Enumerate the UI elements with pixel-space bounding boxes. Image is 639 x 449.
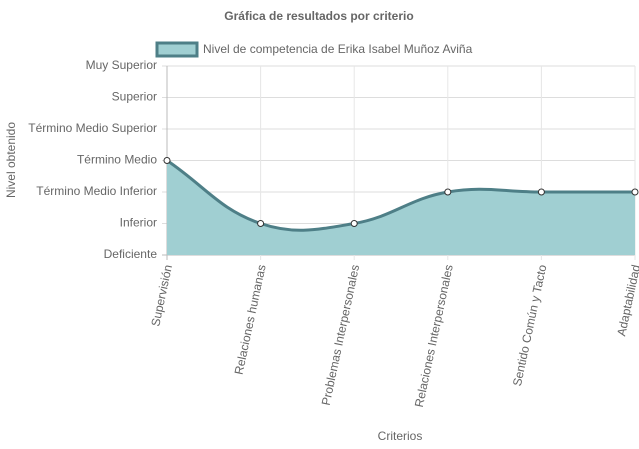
point bbox=[257, 220, 265, 227]
point bbox=[537, 188, 545, 196]
x-axis-title: Criterios bbox=[378, 429, 423, 443]
y-tick-label: Muy Superior bbox=[86, 58, 157, 72]
point bbox=[631, 188, 639, 196]
y-tick-label: Deficiente bbox=[104, 247, 158, 261]
chart-title: Gráfica de resultados por criterio bbox=[224, 9, 413, 23]
legend-label: Nivel de competencia de Erika Isabel Muñ… bbox=[203, 42, 473, 56]
y-tick-label: Término Medio Superior bbox=[28, 121, 157, 135]
x-tick-label: Relaciones humanas bbox=[232, 263, 269, 376]
y-axis-title: Nivel obtenido bbox=[4, 122, 18, 198]
legend-swatch bbox=[155, 41, 199, 58]
x-tick-label: Sentido Común y Tacto bbox=[510, 263, 550, 387]
y-tick-label: Término Medio bbox=[77, 153, 157, 167]
x-tick-label: Relaciones Interpersonales bbox=[412, 263, 456, 408]
point bbox=[444, 188, 452, 196]
point bbox=[163, 157, 171, 164]
x-tick-label: Problemas Interpersonales bbox=[319, 263, 363, 406]
point bbox=[350, 220, 358, 227]
y-tick-label: Inferior bbox=[120, 216, 157, 230]
y-tick-label: Superior bbox=[112, 90, 157, 104]
y-tick-label: Término Medio Inferior bbox=[36, 184, 157, 198]
x-tick-label: Supervisión bbox=[148, 263, 175, 327]
line bbox=[166, 159, 635, 232]
x-tick-label: Adaptabilidad bbox=[614, 263, 639, 337]
